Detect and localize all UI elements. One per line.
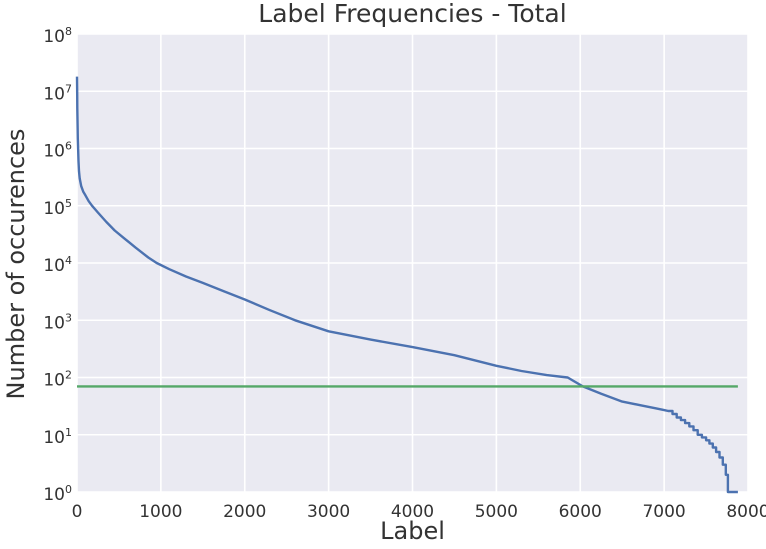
x-tick-label: 6000 — [559, 502, 602, 522]
y-tick-label: 102 — [43, 369, 72, 391]
y-tick-label: 106 — [43, 140, 72, 162]
y-tick-label: 100 — [43, 483, 72, 505]
y-tick-label: 105 — [43, 197, 72, 219]
x-tick-label: 2000 — [223, 502, 266, 522]
y-tick-label: 101 — [43, 426, 72, 448]
y-tick-label: 108 — [43, 25, 72, 47]
label-frequency-curve — [75, 76, 738, 494]
y-tick-label: 103 — [43, 311, 72, 333]
y-axis-label: Number of occurences — [2, 128, 30, 400]
x-axis-label: Label — [380, 517, 445, 545]
x-tick-label: 4000 — [391, 502, 434, 522]
y-tick-label: 104 — [43, 254, 72, 276]
x-tick-label: 0 — [72, 502, 83, 522]
x-tick-label: 3000 — [307, 502, 350, 522]
x-tick-label: 5000 — [475, 502, 518, 522]
x-tick-label: 8000 — [726, 502, 766, 522]
chart-title: Label Frequencies - Total — [258, 0, 567, 28]
x-tick-label: 7000 — [642, 502, 685, 522]
y-tick-label: 107 — [43, 82, 72, 104]
x-tick-label: 1000 — [139, 502, 182, 522]
